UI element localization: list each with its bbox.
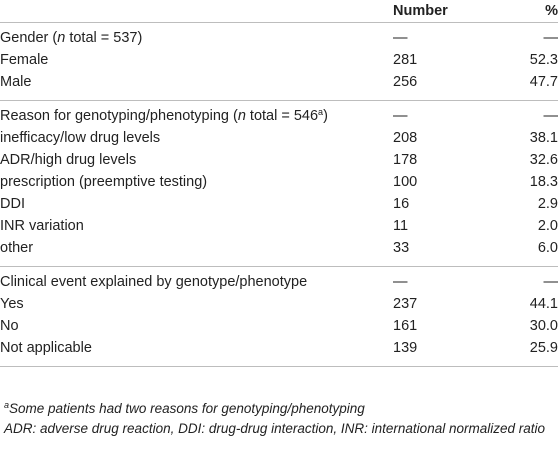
footnote-marker: a — [4, 400, 10, 410]
row-label: prescription (preemptive testing) — [0, 174, 208, 190]
row-label: other — [0, 240, 34, 256]
table-row: Male 256 47.7 — [0, 71, 558, 93]
section-header-row: Clinical event explained by genotype/phe… — [0, 271, 558, 293]
row-label: DDI — [0, 196, 25, 212]
row-percent: 47.7 — [529, 74, 558, 90]
row-label: INR variation — [0, 218, 84, 234]
footnote-a: aSome patients had two reasons for genot… — [4, 399, 549, 419]
section-dash-number: — — [393, 108, 408, 124]
row-percent: 25.9 — [529, 340, 558, 356]
row-number: 178 — [393, 152, 418, 168]
row-label: No — [0, 318, 19, 334]
header-number: Number — [393, 0, 498, 23]
row-number: 16 — [393, 196, 410, 212]
section-dash-number: — — [393, 30, 408, 46]
row-label: Female — [0, 52, 49, 68]
section-header-row: Gender (n total = 537) — — — [0, 27, 558, 49]
section-header-row: Reason for genotyping/phenotyping (n tot… — [0, 105, 558, 127]
row-number: 139 — [393, 340, 418, 356]
table-row: ADR/high drug levels 178 32.6 — [0, 149, 558, 171]
row-number: 11 — [393, 218, 409, 234]
section-dash-percent: — — [543, 30, 558, 46]
row-percent: 52.3 — [529, 52, 558, 68]
row-label: ADR/high drug levels — [0, 152, 137, 168]
table-row: No 161 30.0 — [0, 315, 558, 337]
row-percent: 44.1 — [529, 296, 558, 312]
data-table: Number % Gender (n total = 537) — — Fema… — [0, 0, 558, 367]
row-number: 161 — [393, 318, 418, 334]
row-percent: 6.0 — [537, 240, 558, 256]
row-percent: 2.9 — [537, 196, 558, 212]
row-number: 256 — [393, 74, 418, 90]
header-row: Number % — [0, 0, 558, 23]
row-number: 100 — [393, 174, 418, 190]
footnote-a-text: Some patients had two reasons for genoty… — [9, 401, 365, 416]
section-title-clinical-event: Clinical event explained by genotype/phe… — [0, 274, 308, 290]
row-label: Not applicable — [0, 340, 92, 356]
row-label: Male — [0, 74, 32, 90]
row-number: 33 — [393, 240, 410, 256]
row-number: 281 — [393, 52, 418, 68]
row-percent: 2.0 — [537, 218, 558, 234]
footnote-abbreviations: ADR: adverse drug reaction, DDI: drug-dr… — [4, 421, 546, 436]
table-footnotes: aSome patients had two reasons for genot… — [4, 399, 549, 439]
table-row: Not applicable 139 25.9 — [0, 337, 558, 359]
table-row: other 33 6.0 — [0, 237, 558, 259]
table-row: Yes 237 44.1 — [0, 293, 558, 315]
section-title-reason: Reason for genotyping/phenotyping (n tot… — [0, 107, 328, 125]
row-percent: 18.3 — [529, 174, 558, 190]
table-row: prescription (preemptive testing) 100 18… — [0, 171, 558, 193]
section-dash-percent: — — [543, 274, 558, 290]
table-row: INR variation 11 2.0 — [0, 215, 558, 237]
row-number: 237 — [393, 296, 418, 312]
row-label: Yes — [0, 296, 24, 312]
row-percent: 30.0 — [529, 318, 558, 334]
row-percent: 38.1 — [529, 130, 558, 146]
table-row: Female 281 52.3 — [0, 49, 558, 71]
row-number: 208 — [393, 130, 418, 146]
header-percent: % — [498, 0, 558, 23]
row-label: inefficacy/low drug levels — [0, 130, 161, 146]
section-dash-number: — — [393, 274, 408, 290]
section-title-gender: Gender (n total = 537) — [0, 30, 143, 46]
table-row: DDI 16 2.9 — [0, 193, 558, 215]
section-dash-percent: — — [543, 108, 558, 124]
table-row: inefficacy/low drug levels 208 38.1 — [0, 127, 558, 149]
row-percent: 32.6 — [529, 152, 558, 168]
header-label-cell — [0, 0, 393, 23]
